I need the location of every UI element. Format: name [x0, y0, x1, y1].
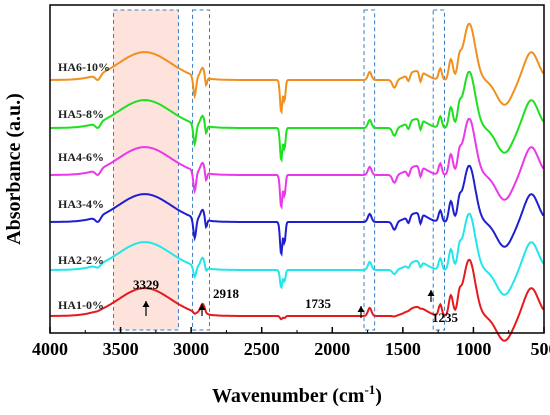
x-tick-label-1500: 1500 — [385, 339, 421, 359]
peak-annotations: 3329 2918 1735 1235 — [133, 277, 459, 325]
peak-label-3329: 3329 — [133, 277, 160, 292]
series-label-HA4-6%: HA4-6% — [58, 150, 104, 164]
series-line-HA1-0% — [50, 258, 545, 342]
peak-arrowhead-3329 — [142, 301, 150, 307]
series-line-HA6-10% — [50, 22, 545, 115]
highlight-band-3 — [363, 9, 376, 331]
series-line-HA4-6% — [50, 117, 545, 210]
series-label-HA5-8%: HA5-8% — [58, 107, 104, 121]
series-line-HA2-2% — [50, 212, 545, 296]
peak-arrowhead-2918 — [198, 304, 206, 310]
peak-arrowhead-1735 — [357, 306, 365, 312]
x-tick-label-3500: 3500 — [103, 339, 139, 359]
series-line-HA5-8% — [50, 70, 545, 163]
highlight-band-2 — [192, 9, 210, 331]
x-tick-label-500: 500 — [531, 339, 550, 359]
x-tick-label-2500: 2500 — [244, 339, 280, 359]
x-tick-label-4000: 4000 — [32, 339, 68, 359]
highlight-band-4 — [432, 9, 445, 331]
peak-label-1735: 1735 — [305, 296, 332, 311]
peak-arrowhead-1235 — [427, 290, 435, 296]
peak-label-2918: 2918 — [213, 286, 240, 301]
x-axis-ticks: 4000 3500 3000 2500 2000 1500 1000 500 — [32, 327, 550, 359]
peak-label-1235: 1235 — [432, 310, 459, 325]
highlight-bands — [113, 9, 445, 331]
series-traces: HA1-0% HA2-2% HA3-4% HA4-6% HA5-8% HA6-10% — [50, 22, 545, 342]
series-label-HA2-2%: HA2-2% — [58, 253, 104, 267]
x-tick-label-1000: 1000 — [455, 339, 491, 359]
y-axis-title: Absorbance (a.u.) — [3, 93, 25, 245]
series-label-HA6-10%: HA6-10% — [58, 60, 110, 74]
x-tick-label-3000: 3000 — [173, 339, 209, 359]
x-tick-label-2000: 2000 — [314, 339, 350, 359]
series-line-HA3-4% — [50, 164, 545, 257]
x-axis-title: Wavenumber (cm-1) — [212, 382, 382, 407]
series-label-HA3-4%: HA3-4% — [58, 197, 104, 211]
series-label-HA1-0%: HA1-0% — [58, 298, 104, 312]
highlight-band-1 — [113, 9, 179, 331]
